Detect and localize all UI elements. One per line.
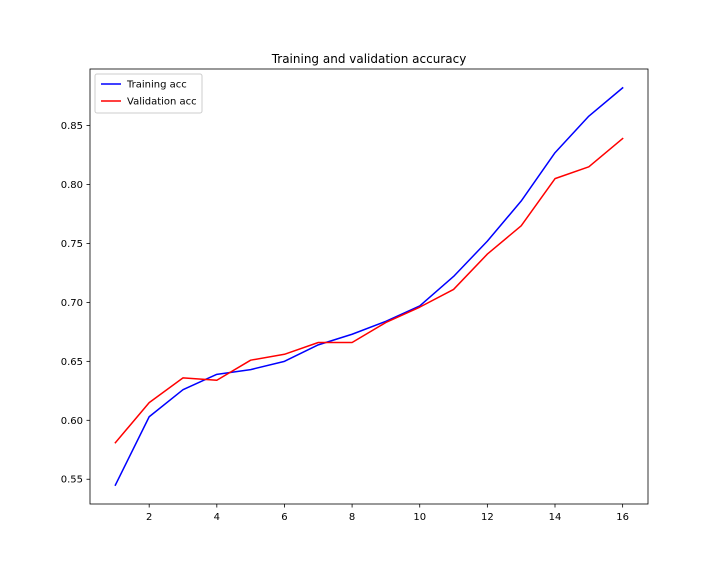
y-tick-label: 0.70: [61, 298, 83, 309]
x-tick-label: 2: [146, 512, 152, 523]
legend-label: Validation acc: [127, 97, 197, 108]
y-tick-label: 0.55: [61, 475, 83, 486]
y-tick-label: 0.75: [61, 239, 83, 250]
y-tick-label: 0.85: [61, 121, 83, 132]
x-tick-label: 14: [549, 512, 562, 523]
chart-title: Training and validation accuracy: [271, 52, 467, 66]
x-tick-label: 6: [281, 512, 287, 523]
x-tick-label: 12: [481, 512, 494, 523]
plot-frame: [90, 69, 648, 504]
plot-area: [90, 69, 648, 504]
x-tick-label: 16: [616, 512, 629, 523]
x-tick-label: 10: [413, 512, 426, 523]
legend: Training acc Validation acc: [95, 74, 202, 113]
y-tick-label: 0.60: [61, 416, 83, 427]
legend-label: Training acc: [126, 80, 187, 91]
x-tick-label: 8: [349, 512, 355, 523]
y-tick-label: 0.80: [61, 180, 83, 191]
x-tick-label: 4: [214, 512, 220, 523]
y-tick-label: 0.65: [61, 357, 83, 368]
